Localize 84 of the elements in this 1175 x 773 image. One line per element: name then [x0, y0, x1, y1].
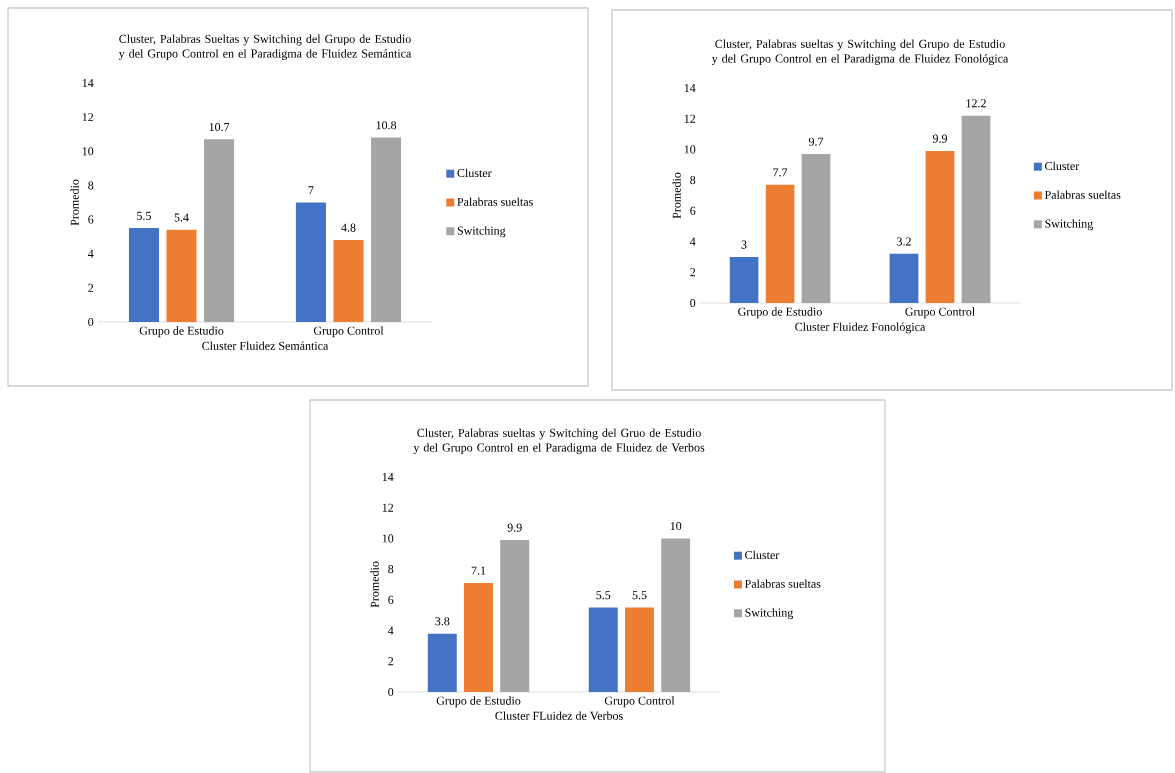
bar: [500, 539, 530, 692]
bar: [889, 253, 919, 303]
data-label: 7.7: [773, 168, 788, 177]
data-label: 4.8: [341, 223, 356, 232]
legend-label: Palabras sueltas: [744, 579, 821, 588]
data-label: 9.9: [507, 523, 522, 532]
bar: [333, 240, 364, 322]
legend-label: Palabras sueltas: [457, 197, 533, 206]
y-tick-label: 8: [690, 176, 696, 185]
y-tick-label: 14: [82, 79, 94, 87]
legend-label: Cluster: [457, 168, 492, 178]
y-tick-label: 2: [88, 283, 94, 292]
data-label: 10: [670, 522, 682, 531]
y-tick-label: 2: [690, 268, 696, 277]
bar: [661, 538, 691, 692]
y-tick-label: 10: [382, 534, 394, 543]
y-tick-label: 14: [684, 84, 696, 92]
legend-label: Cluster: [745, 550, 780, 560]
bar: [588, 607, 618, 692]
y-tick-label: 4: [387, 626, 394, 635]
x-tick-label: Grupo de Estudio: [139, 326, 224, 338]
x-axis-title: Cluster Fluidez Semántica: [202, 341, 329, 350]
data-label: 5.5: [137, 211, 151, 220]
bar: [371, 137, 402, 322]
legend-label: Switching: [1045, 219, 1093, 231]
x-axis-title: Cluster FLuidez de Verbos: [495, 711, 623, 720]
bar: [625, 607, 654, 692]
legend-label: Switching: [745, 608, 794, 620]
data-label: 5.5: [632, 591, 647, 600]
chart-title: Cluster, Palabras sueltas y Switching del Gruo de Estudio y del Grupo Control en el Paradigma de Fluidez de Verbos: [413, 428, 705, 455]
y-tick-label: 14: [382, 473, 394, 481]
y-axis-title: Promedio: [672, 172, 681, 219]
bar: [166, 229, 197, 322]
bar: [765, 184, 795, 303]
bar: [464, 582, 493, 692]
data-label: 7: [308, 186, 314, 195]
legend-label: Palabras sueltas: [1044, 190, 1121, 199]
y-axis-title: Promedio: [70, 179, 79, 226]
data-label: 12.2: [966, 99, 986, 108]
x-axis-title: Cluster Fluidez Fonológica: [795, 322, 926, 334]
x-tick-label: Grupo de Estudio: [436, 696, 521, 708]
x-tick-label: Grupo Control: [604, 696, 675, 708]
y-tick-label: 6: [388, 595, 394, 604]
data-label: 3.8: [435, 617, 450, 626]
x-tick-label: Grupo Control: [313, 326, 384, 338]
data-label: 10.8: [376, 121, 397, 130]
bar: [961, 115, 991, 303]
y-tick-label: 8: [388, 565, 394, 574]
data-label: 3.2: [897, 237, 911, 246]
data-label: 5.4: [174, 213, 189, 222]
y-tick-label: 0: [388, 687, 394, 697]
y-tick-label: 0: [690, 298, 696, 308]
y-axis-title: Promedio: [370, 561, 379, 608]
legend-label: Cluster: [1045, 161, 1080, 171]
y-tick-label: 4: [87, 249, 94, 258]
legend-label: Switching: [457, 226, 506, 238]
y-tick-label: 2: [388, 657, 394, 666]
chart-title: Cluster, Palabras sueltas y Switching del Grupo de Estudio y del Grupo Control en el Paradigma de Fluidez Fonológica: [711, 39, 1009, 66]
y-tick-label: 0: [88, 317, 94, 327]
x-tick-label: Grupo de Estudio: [738, 307, 822, 319]
y-tick-label: 6: [690, 206, 696, 215]
y-tick-label: 8: [88, 181, 94, 190]
data-label: 5.5: [596, 591, 611, 600]
bar: [295, 202, 326, 322]
bar: [925, 150, 955, 303]
bar: [204, 139, 235, 322]
y-tick-label: 10: [82, 147, 94, 156]
data-label: 3: [741, 240, 747, 249]
y-tick-label: 4: [689, 237, 696, 246]
bar: [128, 228, 159, 322]
y-tick-label: 12: [684, 114, 696, 123]
y-tick-label: 12: [382, 503, 394, 512]
chart-title: Cluster, Palabras Sueltas y Switching del Grupo de Estudio y del Grupo Control en el Paradigma de Fluidez Semántica: [118, 34, 412, 61]
x-tick-label: Grupo Control: [905, 307, 975, 319]
data-label: 10.7: [209, 122, 230, 132]
bar: [427, 633, 457, 692]
y-tick-label: 6: [88, 215, 94, 224]
data-label: 7.1: [471, 566, 486, 575]
y-tick-label: 10: [684, 145, 696, 154]
data-label: 9.7: [808, 137, 824, 146]
bar: [801, 154, 831, 303]
y-tick-label: 12: [82, 113, 94, 122]
bar: [729, 256, 759, 303]
data-label: 9.9: [932, 134, 947, 143]
